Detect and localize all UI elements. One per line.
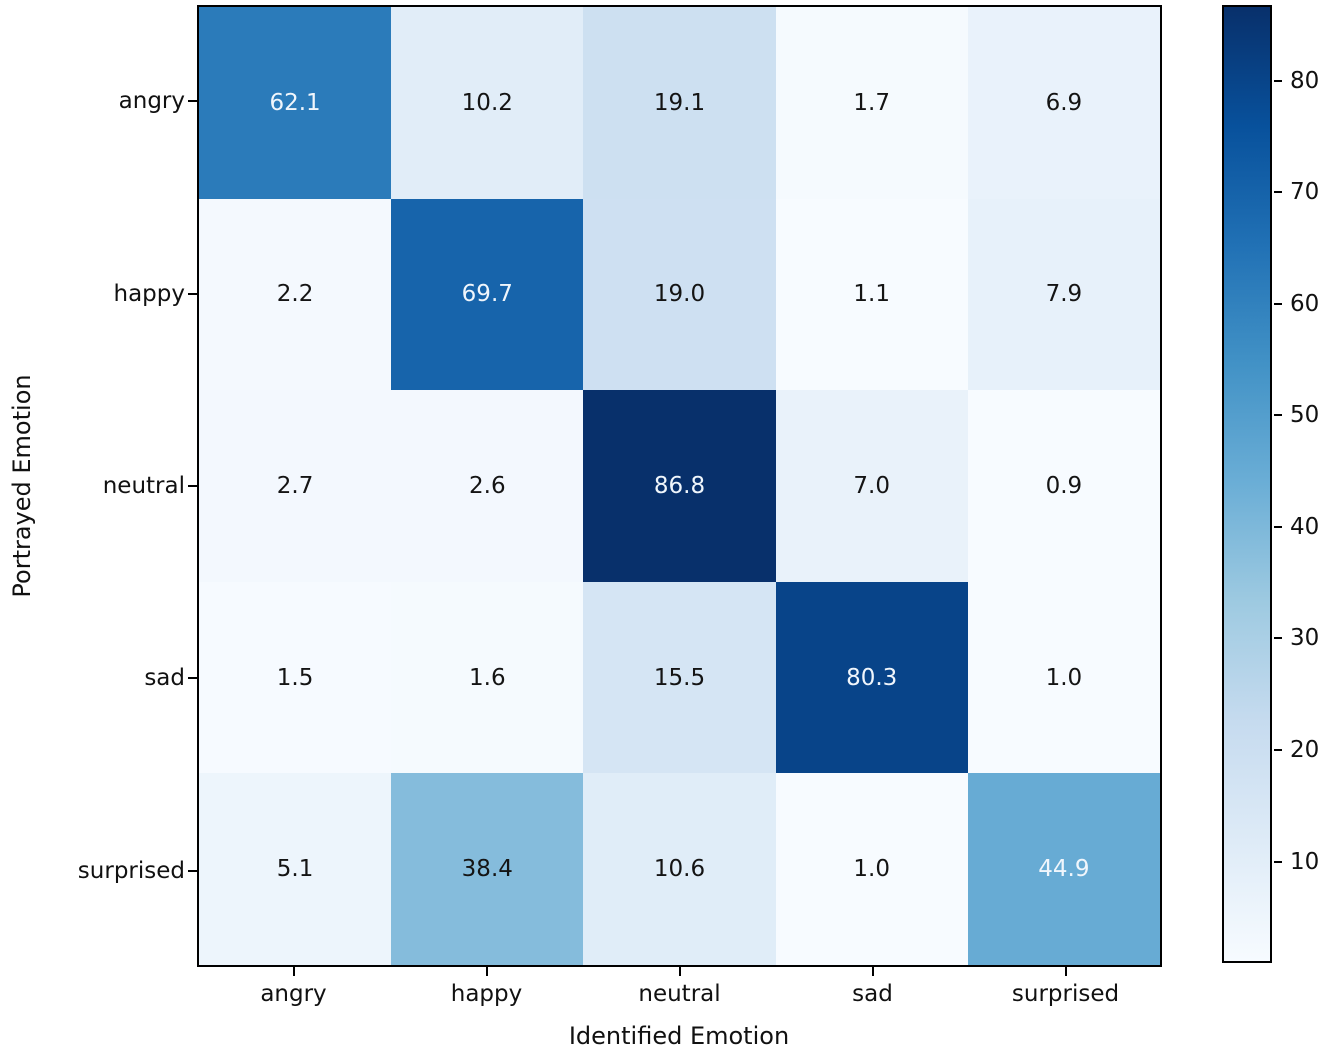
heatmap-cell: 1.7	[775, 7, 968, 199]
heatmap-cell-value: 1.6	[469, 664, 506, 691]
x-tick-label: surprised	[1011, 981, 1120, 1007]
x-tick-label: sad	[852, 981, 893, 1007]
heatmap-cell-value: 1.0	[853, 856, 890, 883]
heatmap-cell-value: 15.5	[653, 664, 706, 691]
heatmap-cell: 2.2	[199, 198, 392, 391]
colorbar-tick-mark	[1274, 79, 1282, 82]
y-tick-mark	[188, 485, 197, 487]
colorbar-tick-mark	[1274, 637, 1282, 640]
heatmap-cell: 1.1	[775, 198, 968, 391]
x-axis-label: Identified Emotion	[568, 1022, 790, 1050]
x-tick-label: angry	[260, 981, 327, 1007]
y-tick-mark	[188, 869, 197, 872]
x-tick-mark	[871, 967, 874, 976]
heatmap-cell: 19.0	[583, 198, 776, 391]
y-tick-mark	[188, 677, 197, 680]
heatmap-cell-value: 2.2	[276, 281, 314, 308]
heatmap-cell: 69.7	[391, 198, 584, 391]
heatmap-cell-value: 10.6	[653, 856, 706, 883]
colorbar-tick-mark	[1274, 748, 1282, 751]
x-tick-mark	[678, 967, 681, 976]
x-tick-mark	[485, 967, 488, 976]
colorbar-tick-label: 20	[1290, 736, 1320, 763]
x-tick-mark	[292, 967, 295, 976]
colorbar-tick-label: 30	[1290, 625, 1320, 652]
heatmap-cell-value: 7.0	[853, 472, 890, 499]
heatmap-cell-value: 80.3	[846, 664, 898, 691]
heatmap-cell: 44.9	[967, 773, 1160, 965]
colorbar-tick-mark	[1274, 525, 1282, 528]
y-tick-mark	[188, 292, 197, 295]
heatmap-cell-value: 1.7	[853, 89, 890, 116]
colorbar-tick-label: 10	[1290, 848, 1320, 875]
y-tick-label: angry	[118, 88, 185, 115]
y-tick-label: happy	[113, 280, 185, 307]
heatmap-cell: 80.3	[775, 581, 968, 774]
heatmap-cell: 1.0	[967, 581, 1160, 774]
heatmap-cell-value: 62.1	[269, 89, 321, 116]
heatmap-cell-value: 1.0	[1045, 664, 1083, 691]
heatmap-cell-value: 86.8	[653, 472, 706, 499]
colorbar-tick-label: 60	[1290, 290, 1320, 317]
heatmap-cell: 1.6	[391, 581, 584, 774]
heatmap-cell: 6.9	[967, 7, 1160, 199]
heatmap-cell: 1.5	[199, 581, 392, 774]
y-axis-label: Portrayed Emotion	[8, 374, 36, 598]
heatmap-cell: 7.9	[967, 198, 1160, 391]
colorbar-tick-label: 40	[1290, 513, 1320, 540]
heatmap-cell: 5.1	[199, 773, 392, 965]
heatmap-cell: 2.7	[199, 390, 392, 582]
heatmap-cell: 0.9	[967, 390, 1160, 582]
colorbar-tick-label: 80	[1290, 67, 1320, 94]
heatmap-cell: 2.6	[391, 390, 584, 582]
heatmap-cell: 10.2	[391, 7, 584, 199]
colorbar-tick-mark	[1274, 302, 1282, 305]
heatmap-cell: 38.4	[391, 773, 584, 965]
heatmap-cell-value: 1.1	[853, 281, 890, 308]
heatmap-cell-value: 0.9	[1045, 472, 1083, 499]
heatmap-cell-value: 1.5	[276, 664, 314, 691]
y-tick-label: surprised	[77, 857, 185, 884]
x-tick-mark	[1064, 967, 1067, 976]
y-tick-mark	[188, 100, 197, 103]
heatmap-cell-value: 2.6	[469, 472, 506, 499]
x-tick-label: happy	[450, 981, 523, 1007]
heatmap-grid: 62.1 10.2 19.1 1.7 6.9 2.2 69.7 19.0 1.1 7.9 2.7 2.…	[197, 5, 1162, 967]
heatmap-cell-value: 5.1	[276, 856, 314, 883]
colorbar-tick-label: 70	[1290, 179, 1320, 206]
heatmap-cell-value: 38.4	[461, 856, 513, 883]
heatmap-cell-value: 69.7	[461, 281, 513, 308]
heatmap-cell: 1.0	[775, 773, 968, 965]
heatmap-cell-value: 19.1	[653, 89, 706, 116]
heatmap-cell: 15.5	[583, 581, 776, 774]
heatmap-cell: 10.6	[583, 773, 776, 965]
heatmap-cell-value: 7.9	[1045, 281, 1083, 308]
colorbar-tick-label: 50	[1290, 402, 1320, 429]
heatmap-cell-value: 2.7	[276, 472, 314, 499]
x-tick-label: neutral	[638, 981, 721, 1007]
heatmap-cell-value: 10.2	[461, 89, 513, 116]
heatmap-cell: 62.1	[199, 7, 392, 199]
colorbar-tick-mark	[1274, 191, 1282, 194]
colorbar-tick-mark	[1274, 414, 1282, 417]
colorbar-tick-mark	[1274, 860, 1282, 863]
colorbar	[1222, 5, 1272, 963]
heatmap-cell-value: 6.9	[1045, 89, 1083, 116]
heatmap-cell: 86.8	[583, 390, 776, 582]
heatmap-cell-value: 19.0	[653, 281, 706, 308]
heatmap-cell: 19.1	[583, 7, 776, 199]
y-tick-label: sad	[144, 665, 185, 692]
heatmap-cell-value: 44.9	[1038, 856, 1090, 883]
heatmap-cell: 7.0	[775, 390, 968, 582]
y-tick-label: neutral	[102, 473, 185, 499]
